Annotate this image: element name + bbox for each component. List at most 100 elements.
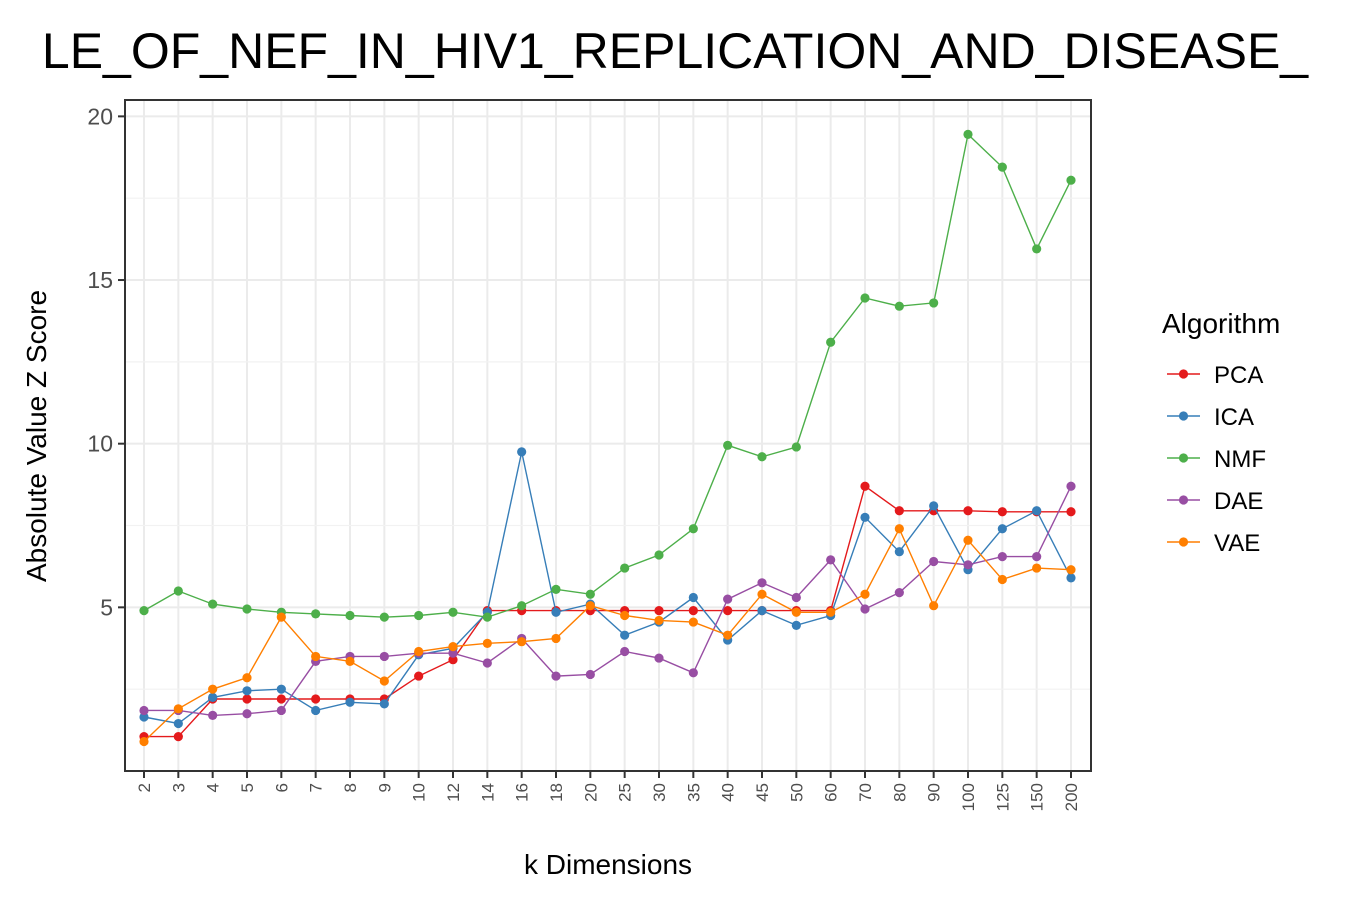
data-point: [208, 684, 218, 694]
legend-label: ICA: [1214, 404, 1254, 431]
legend-key-point: [1178, 537, 1189, 547]
legend-item-dae: DAE: [1167, 488, 1263, 515]
data-point: [173, 718, 183, 729]
data-point: [448, 607, 458, 617]
data-point: [929, 601, 939, 611]
x-tick-label: 60: [822, 783, 841, 802]
data-point: [757, 606, 767, 616]
data-point: [139, 712, 149, 722]
data-point: [208, 692, 218, 702]
data-point: [723, 630, 733, 640]
x-tick-label: 90: [925, 783, 944, 802]
data-point: [242, 604, 252, 614]
data-point: [997, 574, 1007, 585]
x-tick-label: 2: [135, 783, 154, 792]
data-point: [929, 556, 939, 567]
legend-item-pca: PCA: [1167, 362, 1263, 389]
data-point: [517, 637, 527, 647]
x-tick-label: 20: [581, 783, 600, 802]
y-tick-label: 5: [100, 594, 113, 620]
data-point: [242, 686, 252, 696]
series-vae: [139, 524, 1076, 747]
data-point: [654, 606, 664, 616]
data-point: [997, 552, 1007, 562]
data-point: [963, 129, 973, 139]
data-point: [723, 440, 733, 450]
data-point: [379, 612, 389, 622]
data-point: [311, 705, 321, 716]
x-tick-label: 45: [753, 783, 772, 802]
x-tick-label: 100: [959, 783, 978, 811]
data-point: [551, 607, 561, 617]
data-point: [723, 606, 733, 616]
x-tick-label: 12: [444, 783, 463, 802]
data-point: [585, 601, 595, 611]
legend-label: DAE: [1214, 488, 1263, 515]
data-point: [1066, 565, 1076, 575]
data-point: [757, 589, 767, 599]
data-point: [688, 617, 698, 627]
data-point: [139, 606, 149, 616]
data-point: [414, 671, 424, 681]
series-ica: [139, 447, 1076, 729]
data-point: [551, 633, 561, 644]
legend-label: NMF: [1214, 446, 1266, 473]
data-point: [208, 710, 218, 720]
series-line: [143, 133, 1072, 618]
data-point: [1032, 506, 1042, 516]
data-point: [448, 648, 458, 658]
data-point: [757, 578, 767, 588]
series-line: [143, 451, 1072, 725]
x-tick-label: 3: [169, 783, 188, 792]
data-point: [517, 601, 527, 611]
data-point: [826, 607, 836, 617]
data-point: [1066, 175, 1076, 185]
x-tick-label: 200: [1062, 783, 1081, 811]
data-point: [894, 588, 904, 598]
x-tick-label: 18: [547, 783, 566, 802]
data-point: [1066, 481, 1076, 491]
data-point: [654, 550, 664, 560]
data-point: [997, 507, 1007, 517]
y-tick-label: 15: [87, 267, 113, 293]
data-point: [997, 524, 1007, 534]
data-point: [757, 452, 767, 462]
data-point: [379, 699, 389, 709]
legend-item-vae: VAE: [1167, 530, 1260, 557]
gridlines: [125, 100, 1091, 771]
series-line: [143, 527, 1072, 743]
data-point: [379, 676, 389, 686]
legend-key-point: [1178, 495, 1189, 505]
data-point: [276, 705, 286, 716]
series-nmf: [139, 129, 1076, 622]
data-point: [654, 615, 664, 626]
data-point: [791, 442, 801, 452]
data-point: [620, 563, 630, 573]
x-tick-label: 10: [410, 783, 429, 802]
x-tick-label: 50: [787, 783, 806, 802]
x-tick-label: 35: [684, 783, 703, 802]
x-tick-label: 80: [890, 783, 909, 802]
data-point: [482, 658, 492, 668]
data-point: [585, 589, 595, 599]
data-point: [242, 709, 252, 719]
data-point: [311, 651, 321, 662]
data-point: [860, 481, 870, 491]
data-point: [173, 732, 183, 742]
data-point: [208, 599, 218, 609]
data-point: [963, 535, 973, 545]
data-point: [860, 604, 870, 614]
legend-label: PCA: [1214, 362, 1263, 389]
data-point: [1066, 507, 1076, 517]
x-tick-label: 6: [272, 783, 291, 792]
chart-title: LE_OF_NEF_IN_HIV1_REPLICATION_AND_DISEAS…: [42, 23, 1309, 79]
data-point: [791, 607, 801, 617]
data-point: [620, 646, 630, 657]
data-point: [311, 609, 321, 619]
y-tick-label: 10: [87, 431, 113, 457]
data-point: [688, 606, 698, 616]
data-point: [620, 610, 630, 621]
data-point: [139, 705, 149, 716]
x-tick-label: 9: [375, 783, 394, 792]
legend-key-point: [1178, 411, 1189, 421]
